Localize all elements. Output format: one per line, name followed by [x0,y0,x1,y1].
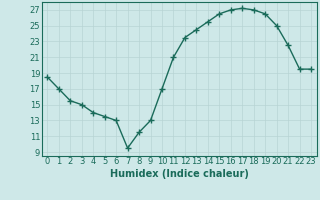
X-axis label: Humidex (Indice chaleur): Humidex (Indice chaleur) [110,169,249,179]
